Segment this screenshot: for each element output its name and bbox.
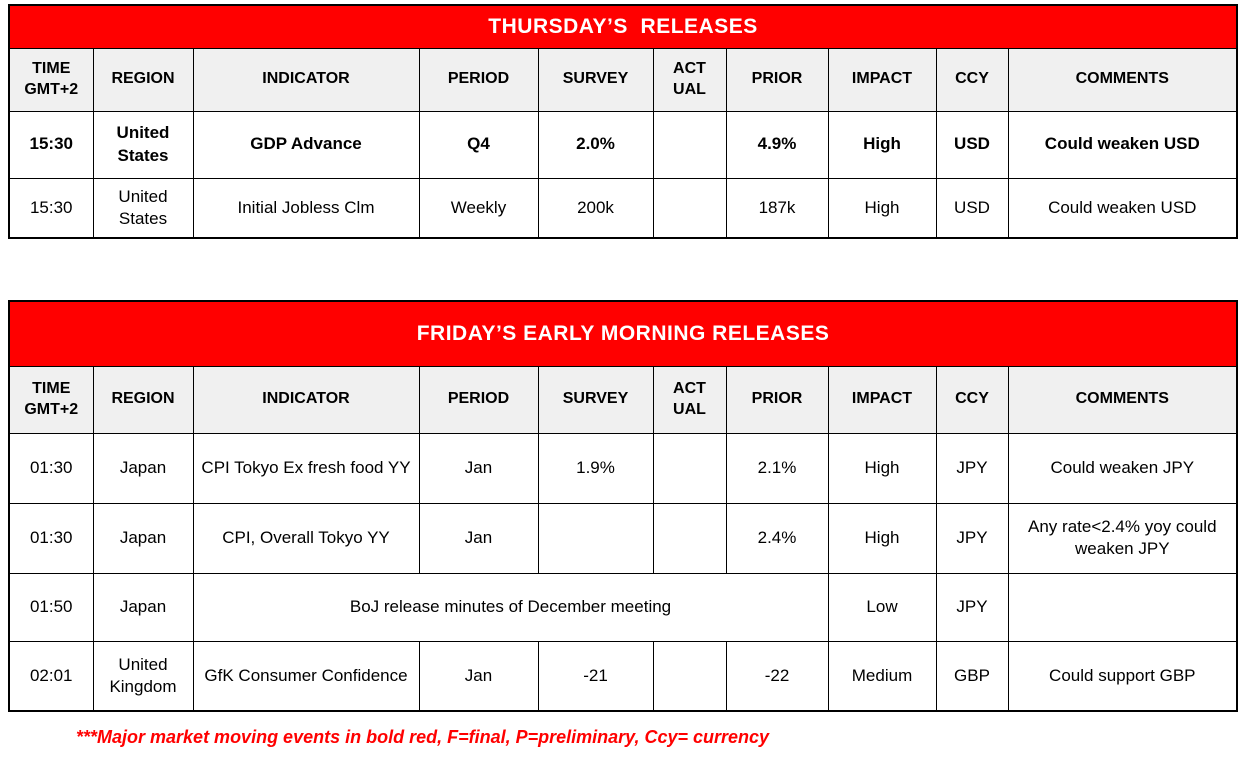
cell-actual — [652, 502, 727, 574]
cell-prior: 4.9% — [725, 110, 829, 179]
cell-comments: Could weaken JPY — [1007, 432, 1238, 504]
table-title-row: THURSDAY’S RELEASES — [8, 4, 1238, 49]
table-row: 02:01 United Kingdom GfK Consumer Confid… — [8, 640, 1238, 712]
cell-prior: 2.4% — [725, 502, 829, 574]
cell-time: 15:30 — [8, 110, 94, 179]
column-header-impact: IMPACT — [827, 365, 937, 434]
cell-comments — [1007, 572, 1238, 642]
table-row: 01:30 Japan CPI Tokyo Ex fresh food YY J… — [8, 432, 1238, 504]
cell-region: Japan — [92, 432, 194, 504]
cell-time: 01:30 — [8, 502, 94, 574]
column-header-time: TIME GMT+2 — [8, 365, 94, 434]
cell-impact: Medium — [827, 640, 937, 712]
cell-indicator: GDP Advance — [192, 110, 420, 179]
cell-comments: Could weaken USD — [1007, 110, 1238, 179]
cell-time: 15:30 — [8, 177, 94, 239]
cell-time: 02:01 — [8, 640, 94, 712]
cell-survey — [537, 502, 654, 574]
cell-survey: 1.9% — [537, 432, 654, 504]
column-header-actual: ACT UAL — [652, 365, 727, 434]
cell-time: 01:30 — [8, 432, 94, 504]
cell-impact: High — [827, 110, 937, 179]
column-header-indicator: INDICATOR — [192, 365, 420, 434]
column-header-region: REGION — [92, 47, 194, 112]
cell-comments: Could weaken USD — [1007, 177, 1238, 239]
column-header-indicator: INDICATOR — [192, 47, 420, 112]
cell-prior: 187k — [725, 177, 829, 239]
cell-prior: 2.1% — [725, 432, 829, 504]
cell-actual — [652, 177, 727, 239]
footnote: ***Major market moving events in bold re… — [76, 727, 770, 747]
cell-impact: High — [827, 502, 937, 574]
column-header-prior: PRIOR — [725, 365, 829, 434]
table-title-row: FRIDAY’S EARLY MORNING RELEASES — [8, 300, 1238, 367]
cell-ccy: JPY — [935, 572, 1009, 642]
cell-impact: High — [827, 177, 937, 239]
cell-period: Jan — [418, 432, 539, 504]
cell-survey: 2.0% — [537, 110, 654, 179]
thursday-table-title: THURSDAY’S RELEASES — [8, 4, 1238, 49]
table-row: 15:30 United States GDP Advance Q4 2.0% … — [8, 110, 1238, 179]
cell-region: United States — [92, 110, 194, 179]
column-header-survey: SURVEY — [537, 365, 654, 434]
cell-merged-event: BoJ release minutes of December meeting — [192, 572, 829, 642]
cell-indicator: CPI, Overall Tokyo YY — [192, 502, 420, 574]
economic-calendar-page: THURSDAY’S RELEASES TIME GMT+2 REGION IN… — [8, 4, 1239, 747]
cell-actual — [652, 110, 727, 179]
column-header-time: TIME GMT+2 — [8, 47, 94, 112]
cell-region: United Kingdom — [92, 640, 194, 712]
cell-impact: Low — [827, 572, 937, 642]
table-spacer — [8, 239, 1236, 300]
column-header-row: TIME GMT+2 REGION INDICATOR PERIOD SURVE… — [8, 365, 1238, 434]
cell-period: Jan — [418, 502, 539, 574]
cell-period: Weekly — [418, 177, 539, 239]
table-row: 15:30 United States Initial Jobless Clm … — [8, 177, 1238, 239]
cell-indicator: Initial Jobless Clm — [192, 177, 420, 239]
cell-region: United States — [92, 177, 194, 239]
column-header-period: PERIOD — [418, 365, 539, 434]
column-header-actual: ACT UAL — [652, 47, 727, 112]
column-header-region: REGION — [92, 365, 194, 434]
column-header-period: PERIOD — [418, 47, 539, 112]
cell-indicator: CPI Tokyo Ex fresh food YY — [192, 432, 420, 504]
column-header-row: TIME GMT+2 REGION INDICATOR PERIOD SURVE… — [8, 47, 1238, 112]
friday-early-morning-releases-table: FRIDAY’S EARLY MORNING RELEASES TIME GMT… — [8, 300, 1239, 712]
cell-ccy: USD — [935, 177, 1009, 239]
cell-ccy: JPY — [935, 432, 1009, 504]
cell-ccy: GBP — [935, 640, 1009, 712]
column-header-ccy: CCY — [935, 365, 1009, 434]
cell-actual — [652, 640, 727, 712]
column-header-comments: COMMENTS — [1007, 365, 1238, 434]
cell-actual — [652, 432, 727, 504]
cell-time: 01:50 — [8, 572, 94, 642]
cell-ccy: JPY — [935, 502, 1009, 574]
table-row: 01:30 Japan CPI, Overall Tokyo YY Jan 2.… — [8, 502, 1238, 574]
cell-region: Japan — [92, 572, 194, 642]
cell-indicator: GfK Consumer Confidence — [192, 640, 420, 712]
column-header-impact: IMPACT — [827, 47, 937, 112]
column-header-survey: SURVEY — [537, 47, 654, 112]
cell-period: Jan — [418, 640, 539, 712]
cell-survey: -21 — [537, 640, 654, 712]
cell-impact: High — [827, 432, 937, 504]
cell-ccy: USD — [935, 110, 1009, 179]
column-header-comments: COMMENTS — [1007, 47, 1238, 112]
cell-survey: 200k — [537, 177, 654, 239]
cell-region: Japan — [92, 502, 194, 574]
cell-period: Q4 — [418, 110, 539, 179]
table-row: 01:50 Japan BoJ release minutes of Decem… — [8, 572, 1238, 642]
thursday-releases-table: THURSDAY’S RELEASES TIME GMT+2 REGION IN… — [8, 4, 1239, 239]
cell-comments: Any rate<2.4% yoy could weaken JPY — [1007, 502, 1238, 574]
cell-prior: -22 — [725, 640, 829, 712]
cell-comments: Could support GBP — [1007, 640, 1238, 712]
column-header-prior: PRIOR — [725, 47, 829, 112]
friday-table-title: FRIDAY’S EARLY MORNING RELEASES — [8, 300, 1238, 367]
column-header-ccy: CCY — [935, 47, 1009, 112]
